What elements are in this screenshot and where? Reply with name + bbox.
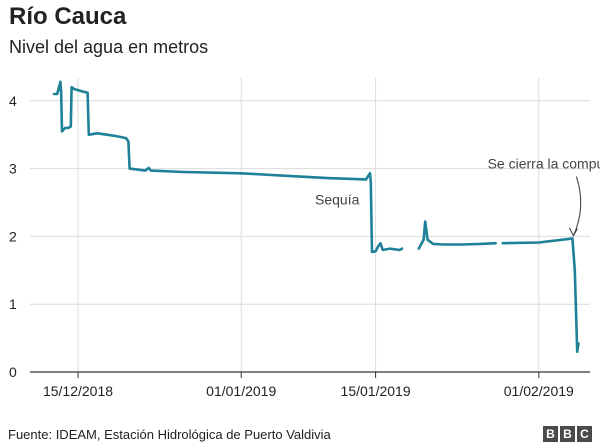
annotation-arrowhead [568,227,578,237]
source-note: Fuente: IDEAM, Estación Hidrológica de P… [8,427,331,442]
bbc-logo-letter: B [560,426,575,442]
chart-subtitle: Nivel del agua en metros [9,37,209,57]
y-tick-label: 4 [9,93,17,109]
bbc-logo: B B C [543,426,592,442]
chart-title: Río Cauca [9,3,127,30]
y-tick-label: 2 [9,228,17,244]
x-tick-label: 15/01/2019 [341,383,411,399]
x-tick-label: 01/02/2019 [504,383,574,399]
water-level-line [501,237,580,353]
annotation-label: Sequía [315,192,360,208]
water-level-line [52,80,404,254]
water-level-line [417,220,497,250]
y-tick-label: 0 [9,364,17,380]
x-tick-label: 01/01/2019 [206,383,276,399]
bbc-logo-letter: B [543,426,558,442]
bbc-logo-letter: C [577,426,592,442]
annotation-arrow [572,176,582,236]
y-tick-label: 1 [9,296,17,312]
x-tick-label: 15/12/2018 [43,383,113,399]
y-tick-label: 3 [9,161,17,177]
annotation-label: Se cierra la compuerta [488,156,600,172]
